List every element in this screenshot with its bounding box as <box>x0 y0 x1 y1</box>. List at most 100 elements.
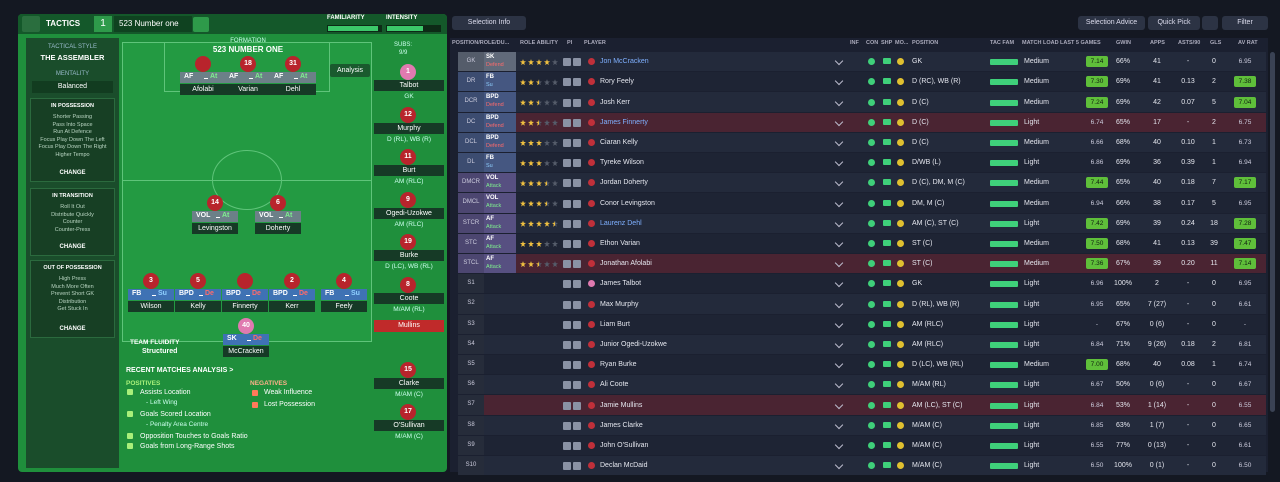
role-box[interactable] <box>175 289 221 300</box>
column-header[interactable]: AV RAT <box>1238 40 1258 46</box>
player-name[interactable]: Jonathan Afolabi <box>600 260 652 268</box>
role-box[interactable] <box>222 289 268 300</box>
player-name[interactable]: Conor Levingston <box>600 199 655 207</box>
column-header[interactable]: CON <box>866 40 879 46</box>
tactic-slot[interactable]: 1 <box>94 16 112 32</box>
table-row[interactable] <box>458 415 1266 435</box>
player-shirt[interactable]: 6 <box>270 195 286 211</box>
player-name[interactable]: Ethon Varian <box>600 239 640 247</box>
player-name[interactable]: Liam Burt <box>600 320 630 328</box>
table-row[interactable] <box>458 314 1266 334</box>
sub-name[interactable]: Mullins <box>374 320 444 332</box>
analysis-button[interactable]: Analysis <box>330 64 370 77</box>
table-row[interactable] <box>458 153 1266 173</box>
player-name[interactable]: Dehl <box>270 84 316 95</box>
analysis-title[interactable]: RECENT MATCHES ANALYSIS > <box>126 367 234 374</box>
table-row[interactable] <box>458 92 1266 112</box>
selection-advice[interactable]: Selection Advice <box>1078 16 1145 30</box>
player-name[interactable]: James Finnerty <box>600 118 648 126</box>
table-row[interactable] <box>458 294 1266 314</box>
player-name[interactable]: Tyreke Wilson <box>600 159 644 167</box>
player-name[interactable]: Afolabi <box>180 84 226 95</box>
player-name[interactable]: James Clarke <box>600 421 643 429</box>
player-name[interactable]: Kerr <box>269 301 315 312</box>
sub-name[interactable]: Burt <box>374 165 444 176</box>
sub-name[interactable]: Burke <box>374 250 444 261</box>
player-name[interactable]: McCracken <box>223 346 269 357</box>
role-box[interactable] <box>180 72 226 83</box>
player-name[interactable]: Declan McDaid <box>600 462 648 470</box>
player-shirt[interactable]: 40 <box>238 318 254 334</box>
player-name[interactable]: Jamie Mullins <box>600 401 643 409</box>
table-row[interactable] <box>458 254 1266 274</box>
table-row[interactable] <box>458 456 1266 476</box>
tactic-name[interactable]: 523 Number one <box>114 16 192 32</box>
table-row[interactable] <box>458 72 1266 92</box>
selection-info[interactable]: Selection Info <box>452 16 526 30</box>
player-name[interactable]: Kelly <box>175 301 221 312</box>
quick-pick-menu[interactable] <box>1202 16 1218 30</box>
role-cell[interactable] <box>484 254 516 274</box>
sub-name[interactable]: Clarke <box>374 377 444 389</box>
player-shirt[interactable] <box>195 56 211 72</box>
role-cell[interactable] <box>484 213 516 233</box>
table-row[interactable] <box>458 52 1266 72</box>
player-name[interactable]: Finnerty <box>222 301 268 312</box>
column-header[interactable]: TAC FAM <box>990 40 1015 46</box>
sub-shirt[interactable]: 12 <box>400 106 416 123</box>
player-name[interactable]: James Talbot <box>600 280 642 288</box>
player-shirt[interactable]: 2 <box>284 273 300 289</box>
table-row[interactable] <box>458 395 1266 415</box>
player-name[interactable]: Junior Ogedi-Uzokwe <box>600 340 667 348</box>
column-header[interactable]: POSITION/ROLE/DU... <box>452 40 510 46</box>
role-box[interactable] <box>192 211 238 222</box>
quick-pick[interactable]: Quick Pick <box>1148 16 1200 30</box>
sub-name[interactable]: Talbot <box>374 80 444 91</box>
role-cell[interactable] <box>484 52 516 72</box>
player-shirt[interactable]: 3 <box>143 273 159 289</box>
role-box[interactable] <box>225 72 271 83</box>
player-name[interactable]: Rory Feely <box>600 78 634 86</box>
player-name[interactable]: Josh Kerr <box>600 98 630 106</box>
sub-shirt[interactable]: 1 <box>400 64 416 80</box>
sub-shirt[interactable]: 8 <box>400 276 416 293</box>
sub-name[interactable]: Ogedi-Uzokwe <box>374 207 444 219</box>
column-header[interactable]: GLS <box>1210 40 1222 46</box>
table-row[interactable] <box>458 334 1266 354</box>
player-name[interactable]: Doherty <box>255 223 301 234</box>
role-cell[interactable] <box>484 153 516 173</box>
player-shirt[interactable]: 5 <box>190 273 206 289</box>
player-name[interactable]: Varian <box>225 84 271 95</box>
table-row[interactable] <box>458 355 1266 375</box>
role-cell[interactable] <box>484 72 516 92</box>
table-row[interactable] <box>458 274 1266 294</box>
player-name[interactable]: Ciaran Kelly <box>600 138 638 146</box>
mentality[interactable]: Balanced <box>32 81 113 93</box>
column-header[interactable]: MO... <box>895 40 909 46</box>
role-cell[interactable] <box>484 193 516 213</box>
column-header[interactable]: PLAYER <box>584 40 606 46</box>
player-shirt[interactable]: 18 <box>240 56 256 72</box>
table-row[interactable] <box>458 173 1266 193</box>
player-name[interactable]: Jon McCracken <box>600 58 649 66</box>
sub-shirt[interactable]: 17 <box>400 404 416 420</box>
role-box[interactable] <box>223 334 269 345</box>
role-box[interactable] <box>255 211 301 222</box>
tactical-style[interactable]: THE ASSEMBLER <box>40 53 105 62</box>
column-header[interactable]: APPS <box>1150 40 1165 46</box>
sub-shirt[interactable]: 15 <box>400 361 416 378</box>
player-name[interactable]: Ryan Burke <box>600 361 637 369</box>
add-tactic-button[interactable] <box>193 17 209 32</box>
column-header[interactable]: SHP <box>881 40 893 46</box>
player-shirt[interactable] <box>237 273 253 289</box>
player-name[interactable]: Jordan Doherty <box>600 179 648 187</box>
change-button[interactable]: CHANGE <box>59 244 86 250</box>
role-cell[interactable] <box>484 173 516 193</box>
column-header[interactable]: LAST 5 GAMES <box>1060 40 1101 46</box>
sub-shirt[interactable]: 11 <box>400 149 416 165</box>
player-shirt[interactable]: 14 <box>207 195 223 211</box>
table-row[interactable] <box>458 112 1266 132</box>
role-box[interactable] <box>321 289 367 300</box>
player-name[interactable]: Wilson <box>128 301 174 312</box>
table-row[interactable] <box>458 233 1266 253</box>
